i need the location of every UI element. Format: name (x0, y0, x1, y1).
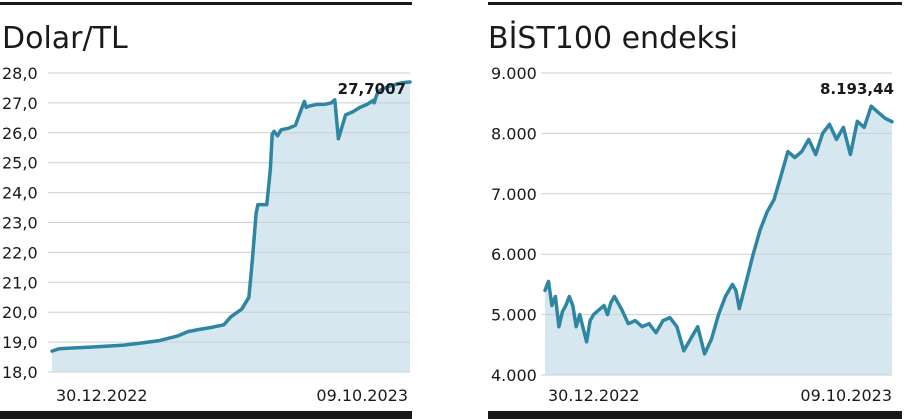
chart-2-last-value-label: 8.193,44 (820, 80, 894, 98)
chart-2: BİST100 endeksi 9.000 8.000 7.000 6.000 5.000… (488, 2, 902, 419)
chart-1-y-tick-label: 23,0 (2, 214, 38, 233)
chart-1-y-tick-label: 18,0 (2, 363, 38, 382)
chart-2-y-tick-label: 8.000 (491, 124, 537, 143)
chart-1-last-value-label: 27,7007 (338, 80, 406, 98)
chart-2-x-label-end: 09.10.2023 (800, 386, 892, 405)
chart-1-y-tick-label: 20,0 (2, 303, 38, 322)
chart-1-y-tick-label: 26,0 (2, 124, 38, 143)
chart-2-y-tick-label: 4.000 (491, 366, 537, 385)
chart-2-title: BİST100 endeksi (488, 20, 738, 56)
chart-2-y-tick-label: 9.000 (491, 64, 537, 83)
chart-1-title: Dolar/TL (2, 21, 128, 56)
chart-1-bottom-rule (0, 411, 412, 419)
chart-2-top-rule (488, 2, 902, 5)
chart-1-y-tick-label: 28,0 (2, 64, 38, 83)
chart-1-top-rule (0, 2, 412, 5)
chart-2-y-tick-label: 5.000 (491, 306, 537, 325)
chart-1-y-tick-label: 22,0 (2, 243, 38, 262)
chart-1-area-fill (52, 82, 410, 372)
chart-2-series-line (543, 104, 894, 356)
chart-1-y-tick-label: 19,0 (2, 333, 38, 352)
chart-1-y-tick-label: 25,0 (2, 154, 38, 173)
chart-1-y-tick-label: 24,0 (2, 184, 38, 203)
chart-1: Dolar/TL 28,0 27,0 26,0 25,0 24,0 23,0 22,0 21,0… (0, 2, 412, 419)
chart-1-y-tick-label: 21,0 (2, 273, 38, 292)
chart-1-y-tick-label: 27,0 (2, 94, 38, 113)
chart-2-x-label-start: 30.12.2022 (548, 386, 640, 405)
chart-1-x-label-end: 09.10.2023 (316, 386, 408, 405)
chart-1-x-label-start: 30.12.2022 (56, 386, 148, 405)
chart-2-area-fill (545, 106, 892, 375)
chart-2-y-tick-label: 7.000 (491, 185, 537, 204)
chart-2-y-tick-label: 6.000 (491, 245, 537, 264)
chart-1-series-line (50, 80, 412, 353)
chart-2-bottom-rule (488, 411, 902, 419)
